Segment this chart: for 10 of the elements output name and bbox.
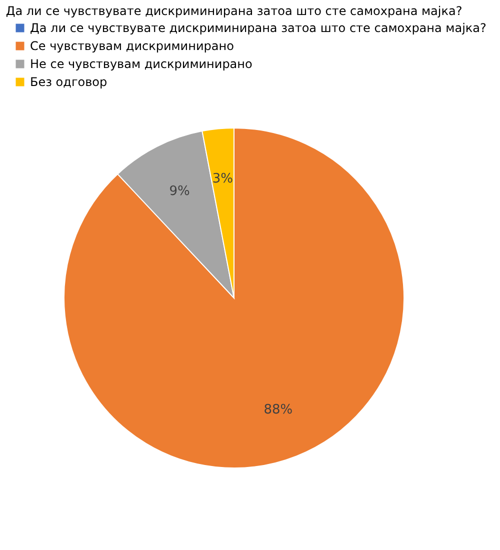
data-label: 9%	[169, 184, 190, 200]
legend-label: Не се чувствувам дискриминирано	[30, 57, 252, 71]
chart-title: Да ли се чувствувате дискриминирана затоа што сте самохрана мајка?	[6, 4, 462, 18]
data-label: 88%	[264, 402, 293, 418]
pie-slice	[117, 130, 234, 298]
legend-label: Да ли се чувствувате дискриминирана затоа што сте самохрана мајка?	[30, 21, 486, 35]
legend-label: Без одговор	[30, 75, 108, 89]
data-label: 3%	[212, 172, 234, 187]
legend-label: Се чувствувам дискриминирано	[30, 39, 234, 53]
pie-slice	[64, 128, 404, 468]
